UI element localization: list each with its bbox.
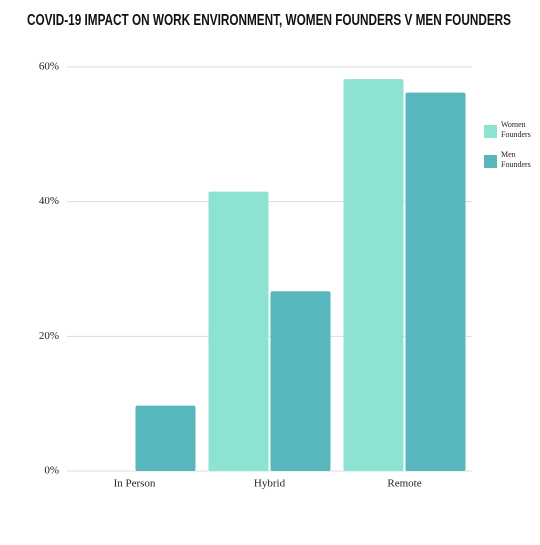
legend-swatch [484, 155, 497, 168]
x-tick-label: Hybrid [254, 478, 286, 490]
x-tick-label: Remote [387, 478, 421, 490]
y-tick-label: 0% [44, 465, 59, 477]
bar [208, 191, 269, 472]
legend-label: Women Founders [501, 120, 531, 139]
bar [270, 291, 331, 471]
x-tick-label: In Person [114, 478, 156, 490]
bar [343, 79, 404, 472]
bar [135, 405, 196, 471]
legend: Women Founders Men Founders [484, 120, 534, 180]
legend-swatch [484, 125, 497, 138]
y-tick-label: 60% [39, 61, 59, 73]
legend-item: Men Founders [484, 150, 534, 170]
y-tick-label: 20% [39, 330, 59, 342]
bar [405, 92, 466, 471]
legend-label: Men Founders [501, 150, 531, 169]
chart-title: COVID-19 IMPACT ON WORK ENVIRONMENT, WOM… [27, 12, 511, 29]
y-tick-label: 40% [39, 195, 59, 207]
legend-item: Women Founders [484, 120, 534, 140]
